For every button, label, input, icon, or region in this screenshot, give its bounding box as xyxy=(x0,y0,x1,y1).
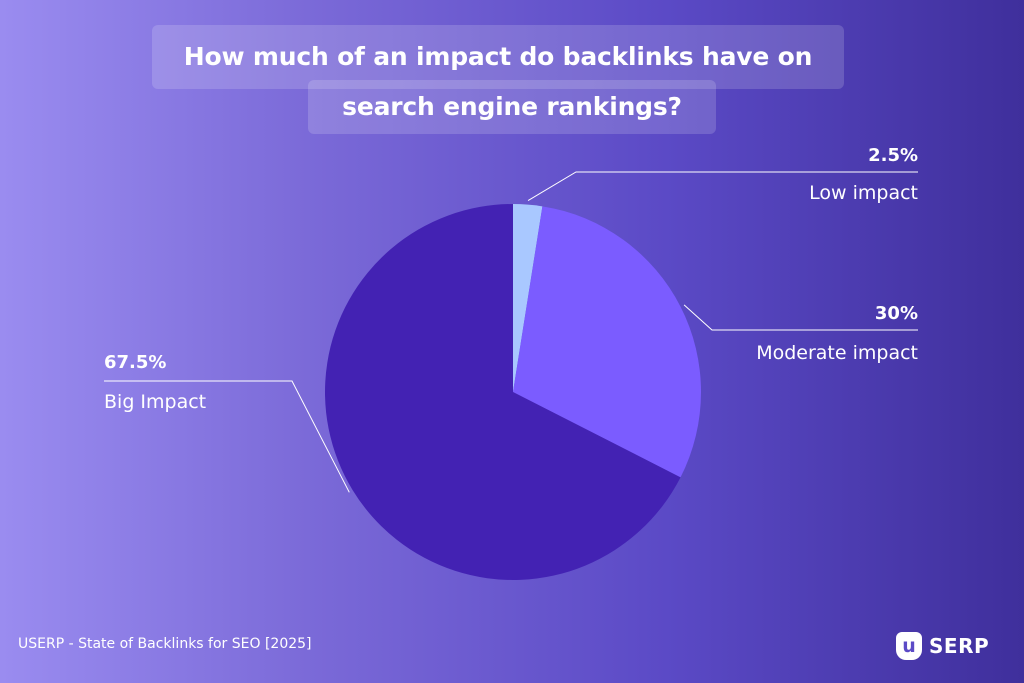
pie-slice-low-impact xyxy=(513,204,543,392)
leader-line-low-impact xyxy=(527,171,918,202)
slice-labels: 2.5% Low impact 30% Moderate impact 67.5… xyxy=(104,145,918,413)
leader-line-big-impact xyxy=(104,380,350,493)
cat-label-moderate-impact: Moderate impact xyxy=(756,342,918,364)
brand-mark-icon: u xyxy=(896,632,922,660)
leader-line-moderate-impact xyxy=(683,304,918,331)
brand-name: SERP xyxy=(929,634,990,658)
source-caption: USERP - State of Backlinks for SEO [2025… xyxy=(18,636,312,652)
chart-title-line-1: How much of an impact do backlinks have … xyxy=(183,42,813,71)
pie-slice-moderate-impact xyxy=(513,206,701,478)
pct-label-low-impact: 2.5% xyxy=(868,145,918,166)
leader-lines xyxy=(104,171,918,493)
pie-slices xyxy=(325,204,701,580)
pie-slice-big-impact xyxy=(325,204,681,580)
brand-logo: u SERP xyxy=(896,629,989,663)
cat-label-big-impact: Big Impact xyxy=(104,391,206,413)
chart-title-line-2: search engine rankings? xyxy=(342,92,682,121)
pct-label-moderate-impact: 30% xyxy=(875,303,918,324)
cat-label-low-impact: Low impact xyxy=(809,182,918,204)
title-background-line-2 xyxy=(308,80,716,134)
pct-label-big-impact: 67.5% xyxy=(104,352,166,373)
title-background-line-1 xyxy=(152,25,844,89)
